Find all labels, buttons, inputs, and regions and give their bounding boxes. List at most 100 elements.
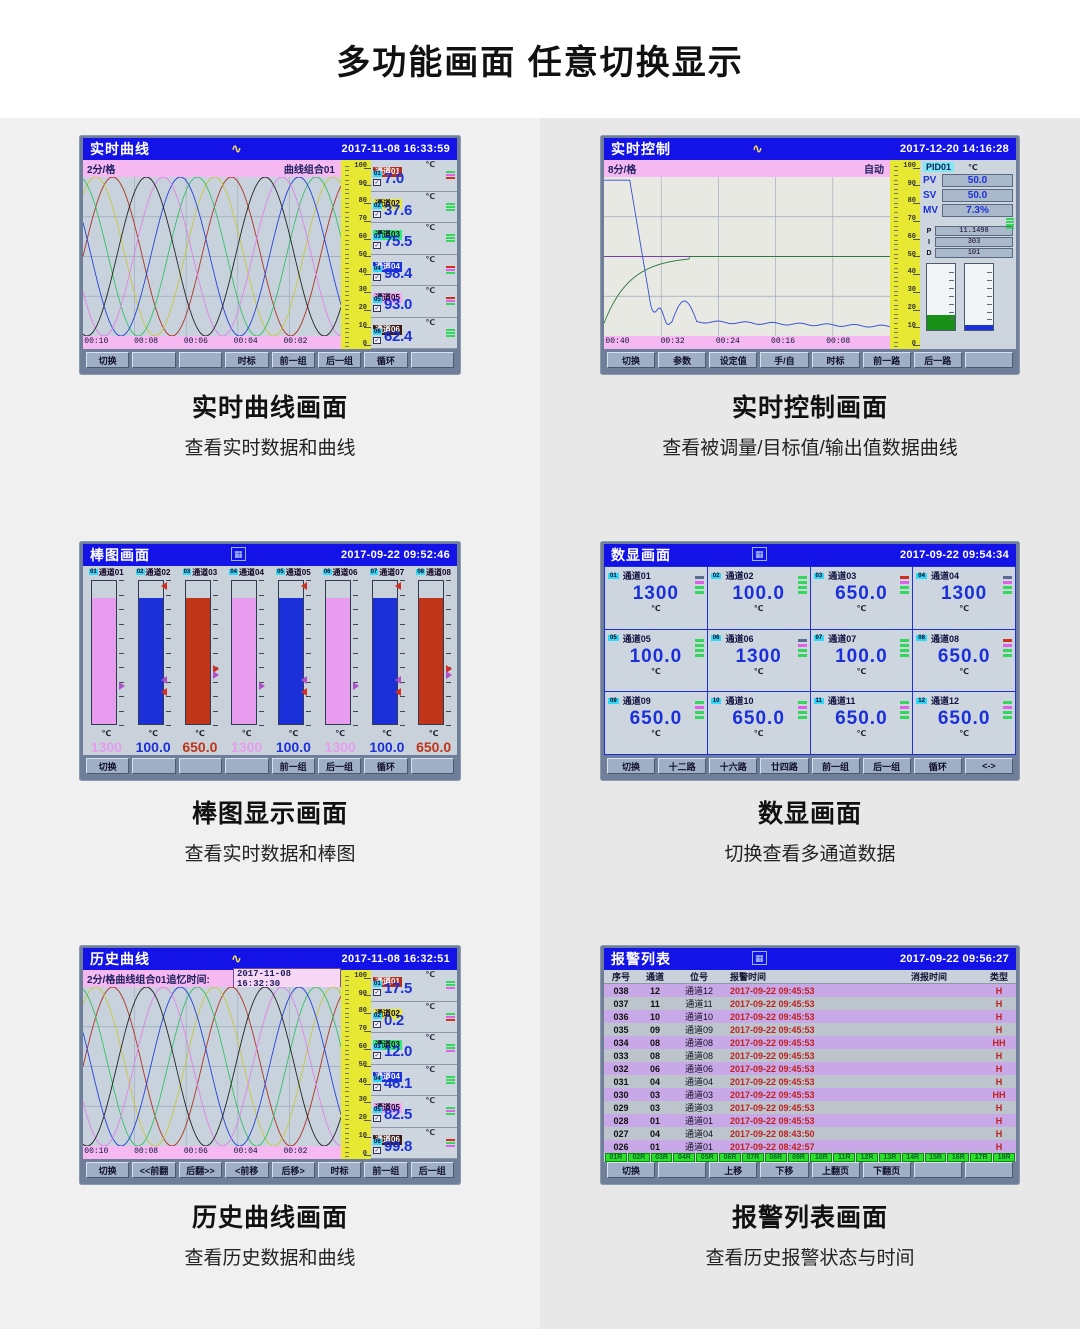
table-row[interactable]: 035 09 通道09 2017-09-22 09:45:53 H xyxy=(604,1023,1016,1036)
button-history-curve-5[interactable]: 时标 xyxy=(317,1162,362,1178)
button-blank-2[interactable] xyxy=(178,352,223,368)
digital-cell[interactable]: 11 通道11 650.0 ℃ xyxy=(810,692,913,754)
button-realtime-curve-6[interactable]: 循环 xyxy=(364,352,408,368)
channel-row[interactable]: 通道06 ℃ 06 ✓ 62.4 xyxy=(371,318,457,349)
pid-value[interactable]: 50.0 xyxy=(942,174,1013,187)
channel-row[interactable]: 通道02 ℃ 02 ✓ 0.2 xyxy=(371,1002,457,1033)
alarm-page-tab-13R[interactable]: 13R xyxy=(878,1153,901,1162)
button-blank-7[interactable] xyxy=(964,352,1013,368)
alarm-page-tab-06R[interactable]: 06R xyxy=(719,1153,741,1162)
pid-param-value[interactable]: 303 xyxy=(935,237,1013,247)
channel-checkbox[interactable]: ✓ xyxy=(373,1052,381,1059)
channel-checkbox[interactable]: ✓ xyxy=(373,242,381,249)
pid-param-value[interactable]: 101 xyxy=(935,248,1013,258)
button-realtime-control-2[interactable]: 设定值 xyxy=(709,352,758,368)
channel-row[interactable]: 通道05 ℃ 05 ✓ 93.0 xyxy=(371,286,457,318)
button-digital-display-5[interactable]: 后一组 xyxy=(862,758,911,774)
channel-checkbox[interactable]: ✓ xyxy=(373,179,381,186)
pid-value[interactable]: 50.0 xyxy=(942,189,1013,202)
table-row[interactable]: 037 11 通道11 2017-09-22 09:45:53 H xyxy=(604,997,1016,1010)
digital-cell[interactable]: 09 通道09 650.0 ℃ xyxy=(605,692,707,754)
digital-cell[interactable]: 07 通道07 100.0 ℃ xyxy=(810,629,913,692)
channel-checkbox[interactable]: ✓ xyxy=(373,1020,381,1028)
channel-row[interactable]: 通道03 ℃ 03 ✓ 75.5 xyxy=(371,223,457,255)
button-blank-1[interactable] xyxy=(658,1162,707,1178)
alarm-page-tab-16R[interactable]: 16R xyxy=(947,1153,970,1162)
channel-checkbox[interactable]: ✓ xyxy=(373,305,381,312)
button-bar-graph-0[interactable]: 切换 xyxy=(86,758,130,774)
alarm-page-tab-01R[interactable]: 01R xyxy=(605,1153,627,1162)
channel-checkbox[interactable]: ✓ xyxy=(373,1146,381,1154)
channel-row[interactable]: 通道06 ℃ 06 ✓ 99.8 xyxy=(371,1128,457,1159)
button-alarm-list-0[interactable]: 切换 xyxy=(607,1162,656,1178)
button-history-curve-2[interactable]: 后翻>> xyxy=(178,1162,223,1178)
channel-checkbox[interactable]: ✓ xyxy=(373,336,381,344)
button-history-curve-1[interactable]: <<前翻 xyxy=(132,1162,176,1178)
digital-cell[interactable]: 01 通道01 1300 ℃ xyxy=(605,567,707,629)
channel-checkbox[interactable]: ✓ xyxy=(373,273,381,281)
digital-cell[interactable]: 08 通道08 650.0 ℃ xyxy=(913,629,1015,692)
alarm-page-tab-10R[interactable]: 10R xyxy=(810,1153,833,1162)
button-digital-display-6[interactable]: 循环 xyxy=(913,758,962,774)
button-blank-3[interactable] xyxy=(225,758,269,774)
alarm-page-tab-09R[interactable]: 09R xyxy=(787,1153,810,1162)
button-realtime-control-0[interactable]: 切换 xyxy=(607,352,656,368)
button-history-curve-4[interactable]: 后移> xyxy=(271,1162,315,1178)
alarm-page-tab-05R[interactable]: 05R xyxy=(696,1153,719,1162)
button-realtime-curve-5[interactable]: 后一组 xyxy=(317,352,362,368)
alarm-page-tab-07R[interactable]: 07R xyxy=(741,1153,764,1162)
alarm-page-tab-17R[interactable]: 17R xyxy=(970,1153,993,1162)
button-blank-7[interactable] xyxy=(410,758,454,774)
button-bar-graph-6[interactable]: 循环 xyxy=(364,758,408,774)
pid-param-value[interactable]: 11.1498 xyxy=(935,226,1013,236)
channel-checkbox[interactable]: ✓ xyxy=(373,989,381,996)
button-alarm-list-2[interactable]: 上移 xyxy=(709,1162,758,1178)
button-alarm-list-5[interactable]: 下翻页 xyxy=(862,1162,911,1178)
button-history-curve-0[interactable]: 切换 xyxy=(86,1162,130,1178)
channel-row[interactable]: 通道04 ℃ 04 ✓ 46.1 xyxy=(371,1065,457,1096)
digital-cell[interactable]: 03 通道03 650.0 ℃ xyxy=(810,567,913,629)
button-digital-display-7[interactable]: <-> xyxy=(964,758,1013,774)
table-row[interactable]: 036 10 通道10 2017-09-22 09:45:53 H xyxy=(604,1010,1016,1023)
button-realtime-control-3[interactable]: 手/自 xyxy=(760,352,809,368)
button-digital-display-2[interactable]: 十六路 xyxy=(709,758,758,774)
button-blank-1[interactable] xyxy=(132,352,176,368)
alarm-page-tab-04R[interactable]: 04R xyxy=(673,1153,696,1162)
button-alarm-list-4[interactable]: 上翻页 xyxy=(811,1162,860,1178)
button-realtime-curve-4[interactable]: 前一组 xyxy=(271,352,315,368)
button-digital-display-4[interactable]: 前一组 xyxy=(811,758,860,774)
button-digital-display-0[interactable]: 切换 xyxy=(607,758,656,774)
table-row[interactable]: 026 01 通道01 2017-09-22 08:42:57 H xyxy=(604,1140,1016,1153)
button-blank-7[interactable] xyxy=(410,352,454,368)
alarm-page-tab-11R[interactable]: 11R xyxy=(833,1153,856,1162)
button-blank-7[interactable] xyxy=(964,1162,1013,1178)
table-row[interactable]: 038 12 通道12 2017-09-22 09:45:53 H xyxy=(604,984,1016,997)
button-history-curve-3[interactable]: <前移 xyxy=(225,1162,269,1178)
digital-cell[interactable]: 10 通道10 650.0 ℃ xyxy=(707,692,810,754)
table-row[interactable]: 030 03 通道03 2017-09-22 09:45:53 HH xyxy=(604,1088,1016,1101)
channel-row[interactable]: 通道03 ℃ 03 ✓ 12.0 xyxy=(371,1033,457,1065)
button-digital-display-3[interactable]: 廿四路 xyxy=(760,758,809,774)
table-row[interactable]: 034 08 通道08 2017-09-22 09:45:53 HH xyxy=(604,1036,1016,1049)
button-realtime-control-1[interactable]: 参数 xyxy=(658,352,707,368)
button-realtime-control-6[interactable]: 后一路 xyxy=(913,352,962,368)
button-bar-graph-5[interactable]: 后一组 xyxy=(317,758,362,774)
button-digital-display-1[interactable]: 十二路 xyxy=(658,758,707,774)
button-blank-2[interactable] xyxy=(178,758,223,774)
table-row[interactable]: 027 04 通道04 2017-09-22 08:43:50 H xyxy=(604,1127,1016,1140)
button-history-curve-6[interactable]: 前一组 xyxy=(364,1162,408,1178)
channel-checkbox[interactable]: ✓ xyxy=(373,210,381,218)
table-row[interactable]: 033 08 通道08 2017-09-22 09:45:53 H xyxy=(604,1049,1016,1062)
pid-value[interactable]: 7.3% xyxy=(942,204,1013,217)
channel-row[interactable]: 通道01 ℃ 01 ✓ 17.5 xyxy=(371,970,457,1002)
button-realtime-curve-0[interactable]: 切换 xyxy=(86,352,130,368)
alarm-page-tab-08R[interactable]: 08R xyxy=(764,1153,787,1162)
button-realtime-control-5[interactable]: 前一路 xyxy=(862,352,911,368)
button-history-curve-7[interactable]: 后一组 xyxy=(410,1162,454,1178)
digital-cell[interactable]: 05 通道05 100.0 ℃ xyxy=(605,629,707,692)
button-realtime-curve-3[interactable]: 时标 xyxy=(225,352,269,368)
button-alarm-list-3[interactable]: 下移 xyxy=(760,1162,809,1178)
alarm-page-tab-18R[interactable]: 18R xyxy=(993,1153,1015,1162)
channel-row[interactable]: 通道01 ℃ 01 ✓ 7.0 xyxy=(371,160,457,192)
alarm-page-tab-12R[interactable]: 12R xyxy=(856,1153,878,1162)
